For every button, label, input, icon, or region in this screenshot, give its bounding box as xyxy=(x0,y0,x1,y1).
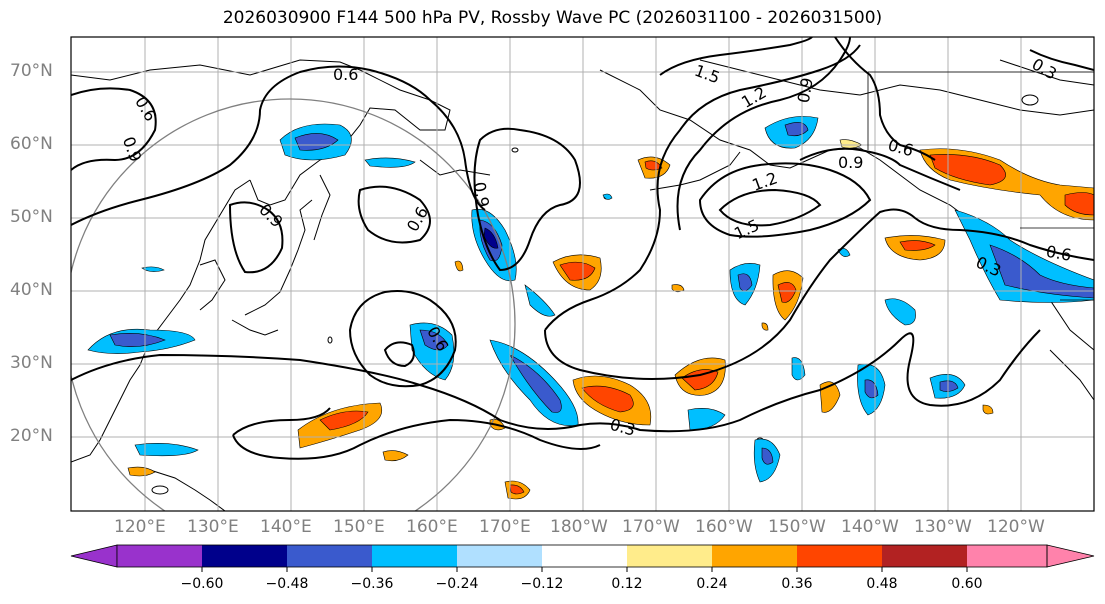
lon-label: 170°E xyxy=(479,517,531,537)
map-frame xyxy=(70,36,1095,512)
lon-label: 150°E xyxy=(333,517,385,537)
colorbar-tick-label: −0.36 xyxy=(350,576,394,592)
colorbar-tick-label: 0.12 xyxy=(611,576,643,592)
colorbar-bin xyxy=(797,545,882,567)
contour-label: 0.6 xyxy=(333,65,358,84)
colorbar-tick-label: 0.24 xyxy=(696,576,728,592)
lon-label: 160°E xyxy=(406,517,458,537)
gridlines xyxy=(71,37,1094,511)
colorbar-tick-label: −0.24 xyxy=(435,576,479,592)
lat-label: 20°N xyxy=(10,426,53,446)
lat-label: 60°N xyxy=(10,134,53,154)
colorbar-bin xyxy=(627,545,712,567)
borders xyxy=(867,71,1094,301)
colorbar-tick-label: 0.48 xyxy=(866,576,898,592)
lon-label: 140°W xyxy=(841,517,899,537)
colorbar-bin xyxy=(117,545,202,567)
contour-label: 1.5 xyxy=(731,215,762,243)
positive-anomalies xyxy=(127,139,1094,500)
colorbar-bin xyxy=(287,545,372,567)
region-circle xyxy=(71,98,516,511)
map-title: 2026030900 F144 500 hPa PV, Rossby Wave … xyxy=(222,8,883,28)
colorbar-tick-label: 0.36 xyxy=(781,576,813,592)
colorbar-tick-label: −0.60 xyxy=(180,576,224,592)
coastlines xyxy=(71,59,1094,511)
contour-label: 0.9 xyxy=(838,153,863,172)
colorbar-bin xyxy=(967,545,1047,567)
lon-label: 120°E xyxy=(114,517,166,537)
colorbar-extend-right xyxy=(1046,544,1095,568)
colorbar-bin xyxy=(457,545,542,567)
pv-contours xyxy=(71,37,1094,460)
lon-label: 180°W xyxy=(550,517,608,537)
colorbar-bin xyxy=(542,545,627,567)
lon-label: 130°W xyxy=(914,517,972,537)
contour-label: 0.9 xyxy=(794,76,817,104)
contour-label: 1.2 xyxy=(738,83,770,112)
colorbar-extend-left xyxy=(70,544,118,568)
colorbar-tick-label: −0.48 xyxy=(265,576,309,592)
colorbar-bin xyxy=(202,545,287,567)
lat-label: 40°N xyxy=(10,280,53,300)
lon-label: 160°W xyxy=(695,517,753,537)
lon-label: 130°E xyxy=(187,517,239,537)
contour-label: 0.6 xyxy=(886,135,916,160)
contour-label: 0.6 xyxy=(1045,242,1073,265)
colorbar-bin xyxy=(882,545,967,567)
lat-label: 30°N xyxy=(10,353,53,373)
colorbar xyxy=(70,544,1095,572)
contour-label: 0.9 xyxy=(470,180,493,208)
colorbar-tick-label: 0.60 xyxy=(951,576,983,592)
lon-label: 170°W xyxy=(622,517,680,537)
pv-shading xyxy=(87,116,1094,500)
contour-label: 0.3 xyxy=(1029,54,1061,83)
lon-label: 150°W xyxy=(768,517,826,537)
lon-label: 120°W xyxy=(987,517,1045,537)
colorbar-bin xyxy=(712,545,797,567)
lat-label: 70°N xyxy=(10,61,53,81)
lat-label: 50°N xyxy=(10,207,53,227)
colorbar-tick-label: −0.12 xyxy=(520,576,564,592)
colorbar-bin xyxy=(372,545,457,567)
lon-label: 140°E xyxy=(260,517,312,537)
